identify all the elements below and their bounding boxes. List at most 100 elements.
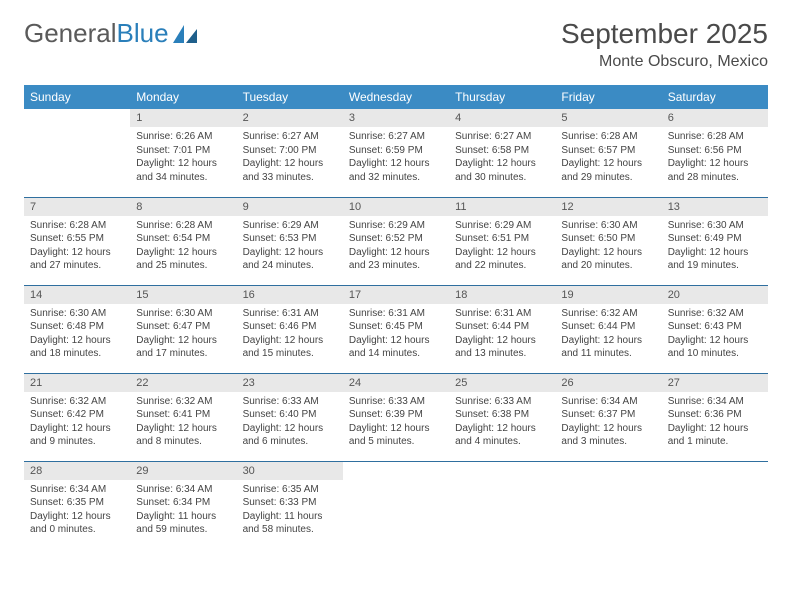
daylight-text-1: Daylight: 12 hours [455,334,549,348]
sunset-text: Sunset: 6:43 PM [668,320,762,334]
calendar-row: 14Sunrise: 6:30 AMSunset: 6:48 PMDayligh… [24,285,768,373]
day-body: Sunrise: 6:32 AMSunset: 6:41 PMDaylight:… [130,392,236,455]
day-number: 26 [555,374,661,392]
sunset-text: Sunset: 6:46 PM [243,320,337,334]
daylight-text-2: and 13 minutes. [455,347,549,361]
sunrise-text: Sunrise: 6:31 AM [243,307,337,321]
sunset-text: Sunset: 6:37 PM [561,408,655,422]
day-number: 15 [130,286,236,304]
weekday-header: Friday [555,85,661,109]
calendar-cell: 18Sunrise: 6:31 AMSunset: 6:44 PMDayligh… [449,285,555,373]
day-number: 12 [555,198,661,216]
calendar-cell: 17Sunrise: 6:31 AMSunset: 6:45 PMDayligh… [343,285,449,373]
sunrise-text: Sunrise: 6:34 AM [561,395,655,409]
day-body: Sunrise: 6:29 AMSunset: 6:52 PMDaylight:… [343,216,449,279]
day-number: 21 [24,374,130,392]
sunset-text: Sunset: 6:57 PM [561,144,655,158]
daylight-text-1: Daylight: 12 hours [668,334,762,348]
day-number: 16 [237,286,343,304]
daylight-text-1: Daylight: 12 hours [668,422,762,436]
calendar-row: 1Sunrise: 6:26 AMSunset: 7:01 PMDaylight… [24,109,768,197]
daylight-text-1: Daylight: 11 hours [136,510,230,524]
sunset-text: Sunset: 6:53 PM [243,232,337,246]
sunrise-text: Sunrise: 6:33 AM [243,395,337,409]
sunset-text: Sunset: 6:39 PM [349,408,443,422]
daylight-text-2: and 9 minutes. [30,435,124,449]
day-body: Sunrise: 6:32 AMSunset: 6:42 PMDaylight:… [24,392,130,455]
sunset-text: Sunset: 6:56 PM [668,144,762,158]
calendar-cell: 4Sunrise: 6:27 AMSunset: 6:58 PMDaylight… [449,109,555,197]
sunrise-text: Sunrise: 6:32 AM [561,307,655,321]
calendar-cell: 15Sunrise: 6:30 AMSunset: 6:47 PMDayligh… [130,285,236,373]
day-number: 19 [555,286,661,304]
daylight-text-2: and 27 minutes. [30,259,124,273]
day-number: 23 [237,374,343,392]
calendar-cell [662,461,768,549]
daylight-text-2: and 3 minutes. [561,435,655,449]
day-body: Sunrise: 6:31 AMSunset: 6:44 PMDaylight:… [449,304,555,367]
daylight-text-2: and 23 minutes. [349,259,443,273]
day-number: 29 [130,462,236,480]
logo-sail-icon [173,25,199,45]
day-number: 14 [24,286,130,304]
daylight-text-1: Daylight: 12 hours [349,246,443,260]
daylight-text-2: and 1 minute. [668,435,762,449]
logo-text-1: General [24,18,117,49]
sunset-text: Sunset: 6:58 PM [455,144,549,158]
daylight-text-2: and 34 minutes. [136,171,230,185]
day-body: Sunrise: 6:28 AMSunset: 6:56 PMDaylight:… [662,127,768,190]
daylight-text-2: and 11 minutes. [561,347,655,361]
calendar-cell: 13Sunrise: 6:30 AMSunset: 6:49 PMDayligh… [662,197,768,285]
weekday-header: Sunday [24,85,130,109]
day-body: Sunrise: 6:30 AMSunset: 6:48 PMDaylight:… [24,304,130,367]
calendar-row: 21Sunrise: 6:32 AMSunset: 6:42 PMDayligh… [24,373,768,461]
calendar-row: 28Sunrise: 6:34 AMSunset: 6:35 PMDayligh… [24,461,768,549]
day-number: 7 [24,198,130,216]
calendar-cell: 25Sunrise: 6:33 AMSunset: 6:38 PMDayligh… [449,373,555,461]
daylight-text-2: and 4 minutes. [455,435,549,449]
sunrise-text: Sunrise: 6:31 AM [455,307,549,321]
calendar-cell [24,109,130,197]
sunset-text: Sunset: 6:44 PM [455,320,549,334]
day-body: Sunrise: 6:32 AMSunset: 6:44 PMDaylight:… [555,304,661,367]
day-body: Sunrise: 6:33 AMSunset: 6:40 PMDaylight:… [237,392,343,455]
sunrise-text: Sunrise: 6:27 AM [349,130,443,144]
day-body: Sunrise: 6:34 AMSunset: 6:34 PMDaylight:… [130,480,236,543]
daylight-text-1: Daylight: 11 hours [243,510,337,524]
sunrise-text: Sunrise: 6:26 AM [136,130,230,144]
daylight-text-2: and 17 minutes. [136,347,230,361]
calendar-table: Sunday Monday Tuesday Wednesday Thursday… [24,85,768,549]
daylight-text-1: Daylight: 12 hours [455,422,549,436]
day-number: 18 [449,286,555,304]
day-body: Sunrise: 6:30 AMSunset: 6:50 PMDaylight:… [555,216,661,279]
calendar-cell: 11Sunrise: 6:29 AMSunset: 6:51 PMDayligh… [449,197,555,285]
calendar-cell: 21Sunrise: 6:32 AMSunset: 6:42 PMDayligh… [24,373,130,461]
sunset-text: Sunset: 6:55 PM [30,232,124,246]
calendar-cell: 6Sunrise: 6:28 AMSunset: 6:56 PMDaylight… [662,109,768,197]
calendar-cell [449,461,555,549]
sunrise-text: Sunrise: 6:29 AM [349,219,443,233]
sunset-text: Sunset: 6:45 PM [349,320,443,334]
weekday-header-row: Sunday Monday Tuesday Wednesday Thursday… [24,85,768,109]
sunset-text: Sunset: 6:54 PM [136,232,230,246]
sunset-text: Sunset: 6:38 PM [455,408,549,422]
calendar-cell: 24Sunrise: 6:33 AMSunset: 6:39 PMDayligh… [343,373,449,461]
daylight-text-1: Daylight: 12 hours [561,246,655,260]
sunrise-text: Sunrise: 6:28 AM [30,219,124,233]
calendar-cell: 27Sunrise: 6:34 AMSunset: 6:36 PMDayligh… [662,373,768,461]
sunrise-text: Sunrise: 6:34 AM [136,483,230,497]
calendar-cell: 9Sunrise: 6:29 AMSunset: 6:53 PMDaylight… [237,197,343,285]
calendar-cell [555,461,661,549]
daylight-text-2: and 22 minutes. [455,259,549,273]
sunset-text: Sunset: 6:40 PM [243,408,337,422]
sunrise-text: Sunrise: 6:33 AM [455,395,549,409]
calendar-cell: 16Sunrise: 6:31 AMSunset: 6:46 PMDayligh… [237,285,343,373]
day-body: Sunrise: 6:33 AMSunset: 6:38 PMDaylight:… [449,392,555,455]
sunrise-text: Sunrise: 6:28 AM [136,219,230,233]
daylight-text-2: and 30 minutes. [455,171,549,185]
daylight-text-2: and 18 minutes. [30,347,124,361]
day-number: 27 [662,374,768,392]
sunrise-text: Sunrise: 6:35 AM [243,483,337,497]
logo: GeneralBlue [24,18,199,49]
sunrise-text: Sunrise: 6:27 AM [455,130,549,144]
